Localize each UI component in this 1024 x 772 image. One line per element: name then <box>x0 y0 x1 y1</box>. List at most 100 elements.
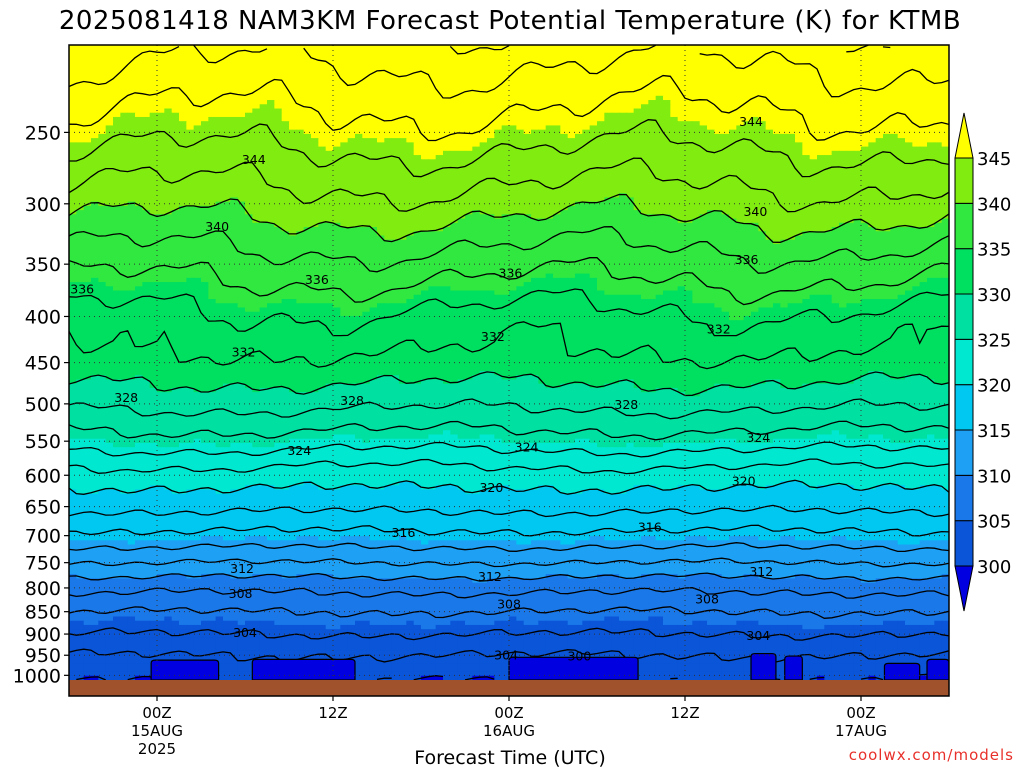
field-cell <box>406 176 415 182</box>
field-cell <box>912 53 921 59</box>
field-cell <box>839 125 847 131</box>
field-cell <box>91 57 99 63</box>
field-cell <box>201 172 209 177</box>
field-cell <box>311 87 319 93</box>
field-cell <box>707 184 715 190</box>
field-cell <box>494 193 503 198</box>
field-cell <box>76 218 85 224</box>
field-cell <box>655 133 664 139</box>
field-cell <box>707 142 715 148</box>
field-cell <box>861 197 869 203</box>
field-cell <box>76 87 85 93</box>
field-cell <box>846 210 855 215</box>
field-cell <box>347 138 356 143</box>
field-cell <box>743 53 752 59</box>
field-cell <box>201 121 209 127</box>
field-cell <box>428 159 437 165</box>
field-cell <box>421 83 429 88</box>
field-cell <box>714 150 723 156</box>
field-cell <box>795 74 803 80</box>
field-cell <box>237 205 246 211</box>
field-cell <box>707 138 715 143</box>
field-cell <box>758 210 767 215</box>
field-cell <box>230 104 239 110</box>
field-cell <box>179 78 187 84</box>
field-cell <box>633 45 642 50</box>
field-cell <box>905 163 913 169</box>
field-cell <box>919 49 928 55</box>
field-cell <box>311 193 319 198</box>
field-cell <box>567 163 576 169</box>
field-cell <box>538 180 547 186</box>
field-cell <box>531 150 539 156</box>
field-cell <box>853 91 862 97</box>
field-cell <box>98 180 107 186</box>
field-cell <box>494 188 503 194</box>
field-cell <box>252 205 261 211</box>
field-cell <box>553 53 561 59</box>
field-cell <box>787 205 796 211</box>
field-cell <box>179 49 187 55</box>
field-cell <box>428 176 437 182</box>
field-cell <box>98 150 107 156</box>
field-cell <box>472 78 481 84</box>
field-cell <box>406 87 415 93</box>
field-cell <box>223 205 231 211</box>
field-cell <box>897 45 906 50</box>
field-cell <box>934 146 943 152</box>
field-cell <box>677 125 686 131</box>
field-cell <box>201 150 209 156</box>
field-cell <box>604 210 613 215</box>
field-cell <box>428 133 437 139</box>
field-cell <box>127 87 136 93</box>
field-cell <box>369 193 378 198</box>
field-cell <box>751 184 759 190</box>
field-cell <box>113 70 121 76</box>
field-cell <box>384 133 393 139</box>
field-cell <box>391 172 400 177</box>
field-cell <box>296 188 305 194</box>
field-cell <box>443 91 451 97</box>
field-cell <box>472 155 481 160</box>
field-cell <box>839 184 847 190</box>
field-cell <box>861 53 869 59</box>
field-cell <box>743 87 752 93</box>
field-cell <box>941 138 949 143</box>
field-cell <box>333 159 341 165</box>
field-cell <box>494 112 503 118</box>
field-cell <box>391 91 400 97</box>
field-cell <box>714 53 723 59</box>
field-cell <box>619 70 627 76</box>
field-cell <box>311 70 319 76</box>
field-cell <box>457 53 466 59</box>
field-cell <box>259 205 268 211</box>
field-cell <box>421 176 429 182</box>
field-cell <box>76 108 85 114</box>
field-cell <box>237 210 246 215</box>
field-cell <box>523 142 532 148</box>
field-cell <box>384 100 393 105</box>
field-cell <box>633 197 642 203</box>
field-cell <box>523 188 532 194</box>
field-cell <box>494 125 503 131</box>
field-cell <box>875 100 884 105</box>
field-cell <box>868 142 877 148</box>
field-cell <box>325 172 334 177</box>
field-cell <box>795 133 803 139</box>
field-cell <box>905 205 913 211</box>
field-cell <box>751 91 759 97</box>
field-cell <box>164 100 173 105</box>
shaded-field <box>69 45 949 681</box>
field-cell <box>619 214 627 220</box>
field-cell <box>890 150 899 156</box>
field-cell <box>450 138 459 143</box>
field-cell <box>259 116 268 122</box>
field-cell <box>795 210 803 215</box>
field-cell <box>252 61 261 67</box>
field-cell <box>787 150 796 156</box>
field-cell <box>98 214 107 220</box>
field-cell <box>435 100 444 105</box>
field-cell <box>509 218 517 224</box>
field-cell <box>399 125 407 131</box>
field-cell <box>531 142 539 148</box>
